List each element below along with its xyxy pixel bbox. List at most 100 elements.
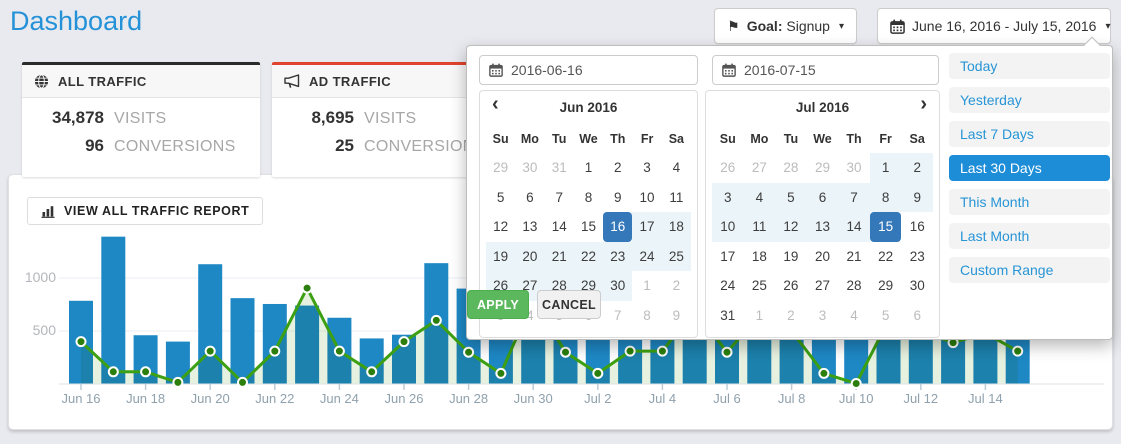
range-option-yesterday[interactable]: Yesterday (949, 87, 1110, 113)
calendar-day[interactable]: 17 (632, 212, 662, 242)
calendar-day[interactable]: 1 (584, 160, 593, 176)
calendar-day[interactable]: 24 (720, 278, 736, 294)
calendar-day[interactable]: 21 (846, 248, 862, 264)
calendar-day[interactable]: 29 (878, 278, 894, 294)
calendar-day[interactable]: 30 (909, 278, 925, 294)
calendar-day[interactable]: 2 (672, 278, 681, 294)
calendar-day[interactable]: 19 (783, 248, 799, 264)
calendar-day[interactable]: 8 (584, 189, 593, 205)
calendar-day[interactable]: 30 (603, 271, 633, 301)
calendar-day[interactable]: 11 (743, 212, 776, 242)
calendar-day[interactable]: 14 (838, 212, 870, 242)
calendar-day[interactable]: 28 (846, 278, 862, 294)
card-header: ALL TRAFFIC (22, 65, 260, 98)
end-date-input[interactable]: 2016-07-15 (712, 55, 939, 85)
calendar-day[interactable]: 31 (720, 307, 736, 323)
calendar-day[interactable]: 29 (814, 160, 830, 176)
range-option-last-month[interactable]: Last Month (949, 223, 1110, 249)
calendar-day[interactable]: 5 (881, 307, 890, 323)
calendar-day-selected[interactable]: 16 (603, 212, 633, 242)
calendar-day[interactable]: 27 (751, 160, 767, 176)
calendar-day[interactable]: 8 (869, 182, 902, 212)
calendar-day[interactable]: 11 (669, 189, 684, 205)
start-date-input[interactable]: 2016-06-16 (479, 55, 698, 85)
range-option-custom-range[interactable]: Custom Range (949, 257, 1110, 283)
calendar-day[interactable]: 7 (838, 182, 870, 212)
calendar-day[interactable]: 7 (555, 189, 563, 205)
next-month-icon[interactable]: › (920, 93, 927, 115)
calendar-day[interactable]: 14 (551, 219, 567, 235)
calendar-day[interactable]: 21 (544, 241, 574, 271)
calendar-day[interactable]: 1 (643, 278, 651, 294)
line-marker (1012, 345, 1024, 357)
calendar-day[interactable]: 25 (751, 278, 767, 294)
line-marker (333, 345, 345, 357)
calendar-day[interactable]: 26 (720, 160, 736, 176)
calendar-day[interactable]: 19 (486, 241, 516, 271)
calendar-day[interactable]: 5 (775, 182, 807, 212)
calendar-day[interactable]: 22 (878, 248, 894, 264)
calendar-day[interactable]: 28 (783, 160, 799, 176)
calendar-day[interactable]: 18 (751, 248, 767, 264)
calendar-day[interactable]: 4 (850, 307, 858, 323)
range-option-today[interactable]: Today (949, 53, 1110, 79)
calendar-day[interactable]: 7 (614, 307, 622, 323)
calendar-day[interactable]: 20 (515, 241, 545, 271)
calendar-day[interactable]: 25 (661, 241, 691, 271)
calendar-day[interactable]: 1 (755, 307, 764, 323)
range-option-last-30-days[interactable]: Last 30 Days (949, 155, 1110, 181)
calendar-day[interactable]: 2 (787, 307, 795, 323)
calendar-day[interactable]: 9 (672, 307, 681, 323)
line-marker (850, 377, 862, 389)
calendar-day[interactable]: 2 (614, 160, 622, 176)
calendar-day[interactable]: 29 (493, 160, 509, 176)
calendar-day[interactable]: 8 (643, 307, 651, 323)
goal-label: Goal: Signup (746, 18, 830, 34)
calendar-day-selected[interactable]: 15 (869, 212, 902, 242)
conversions-stat: 25 CONVERSIONS (284, 136, 498, 164)
calendar-day[interactable]: 12 (775, 212, 807, 242)
calendar-day[interactable]: 4 (672, 160, 681, 176)
calendar-day[interactable]: 20 (814, 248, 830, 264)
calendar-day[interactable]: 31 (551, 160, 567, 176)
calendar-day[interactable]: 2 (901, 153, 933, 183)
calendar-day[interactable]: 13 (522, 219, 538, 235)
calendar-day[interactable]: 13 (806, 212, 839, 242)
calendar-day[interactable]: 22 (573, 241, 604, 271)
calendar-day[interactable]: 23 (603, 241, 633, 271)
date-range-dropdown-button[interactable]: June 16, 2016 - July 15, 2016 ▾ (877, 8, 1111, 44)
previous-month-icon[interactable]: ‹ (492, 93, 499, 115)
calendar-day[interactable]: 9 (614, 189, 622, 205)
calendar-day[interactable]: 18 (661, 212, 691, 242)
calendar-day[interactable]: 9 (901, 182, 933, 212)
view-all-traffic-report-button[interactable]: VIEW ALL TRAFFIC REPORT (27, 197, 264, 225)
calendar-day[interactable]: 3 (643, 160, 651, 176)
calendar-day[interactable]: 15 (580, 219, 596, 235)
apply-button[interactable]: APPLY (467, 290, 529, 319)
goal-dropdown-button[interactable]: ⚑ Goal: Signup ▾ (714, 8, 857, 44)
calendar-day[interactable]: 10 (712, 212, 744, 242)
calendar-days: 26 27 28 29 30 1 2 3 4 5 6 7 8 9 10 11 12 13 14 15 16 17 18 19 2… (712, 153, 933, 330)
calendar-day[interactable]: 27 (814, 278, 830, 294)
range-option-this-month[interactable]: This Month (949, 189, 1110, 215)
calendar-day[interactable]: 16 (909, 219, 925, 235)
calendar-day[interactable]: 3 (818, 307, 827, 323)
calendar-day[interactable]: 10 (639, 189, 655, 205)
calendar-day[interactable]: 6 (806, 182, 839, 212)
calendar-day[interactable]: 12 (493, 219, 509, 235)
range-option-last-7-days[interactable]: Last 7 Days (949, 121, 1110, 147)
calendar-day[interactable]: 6 (526, 189, 534, 205)
calendar-day[interactable]: 4 (743, 182, 776, 212)
cancel-button[interactable]: CANCEL (537, 290, 601, 319)
calendar-day[interactable]: 6 (913, 307, 921, 323)
calendar-day[interactable]: 26 (783, 278, 799, 294)
calendar-day[interactable]: 24 (632, 241, 662, 271)
calendar-day[interactable]: 30 (846, 160, 862, 176)
calendar-day[interactable]: 23 (909, 248, 925, 264)
calendar-day[interactable]: 17 (720, 248, 736, 264)
calendar-day[interactable]: 1 (869, 153, 902, 183)
calendar-day[interactable]: 30 (522, 160, 538, 176)
calendar-day[interactable]: 4 (526, 307, 534, 323)
calendar-day[interactable]: 5 (496, 189, 505, 205)
calendar-day[interactable]: 3 (712, 182, 744, 212)
